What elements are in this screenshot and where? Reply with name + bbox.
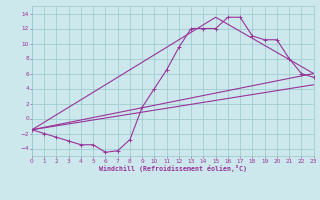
- X-axis label: Windchill (Refroidissement éolien,°C): Windchill (Refroidissement éolien,°C): [99, 165, 247, 172]
